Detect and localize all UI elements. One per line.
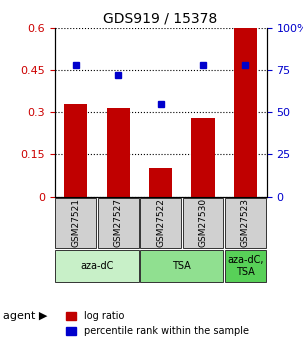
Text: agent ▶: agent ▶ xyxy=(3,311,47,321)
FancyBboxPatch shape xyxy=(55,250,138,282)
Bar xyxy=(191,118,215,197)
Bar xyxy=(149,168,172,197)
Text: GSM27523: GSM27523 xyxy=(241,198,250,247)
Text: GSM27521: GSM27521 xyxy=(71,198,80,247)
FancyBboxPatch shape xyxy=(140,250,223,282)
Text: aza-dC,
TSA: aza-dC, TSA xyxy=(227,255,264,277)
Text: GSM27527: GSM27527 xyxy=(114,198,123,247)
FancyBboxPatch shape xyxy=(98,198,138,248)
Title: GDS919 / 15378: GDS919 / 15378 xyxy=(103,11,218,25)
Text: TSA: TSA xyxy=(172,261,191,271)
Bar xyxy=(107,108,130,197)
Legend: log ratio, percentile rank within the sample: log ratio, percentile rank within the sa… xyxy=(62,307,253,340)
Text: aza-dC: aza-dC xyxy=(80,261,114,271)
FancyBboxPatch shape xyxy=(225,250,266,282)
Bar xyxy=(234,28,257,197)
Bar xyxy=(64,104,87,197)
FancyBboxPatch shape xyxy=(225,198,266,248)
FancyBboxPatch shape xyxy=(55,198,96,248)
Text: GSM27530: GSM27530 xyxy=(198,198,208,247)
FancyBboxPatch shape xyxy=(183,198,223,248)
Text: GSM27522: GSM27522 xyxy=(156,198,165,247)
FancyBboxPatch shape xyxy=(140,198,181,248)
